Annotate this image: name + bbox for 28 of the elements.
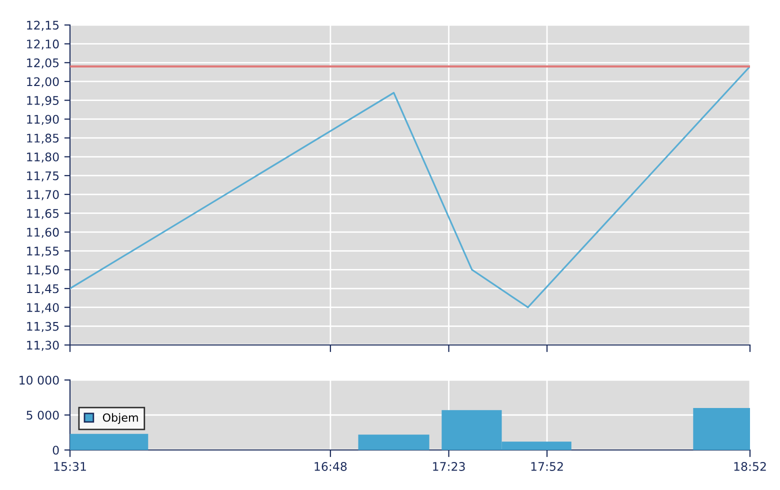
y-tick-label: 11,55 [27, 246, 59, 257]
y-tick-label: 11,65 [27, 208, 59, 220]
y-tick-label: 11,60 [27, 228, 59, 238]
y-tick-label: 12,15 [27, 20, 59, 31]
y-tick-label: 12,05 [27, 58, 59, 69]
x-tick-label: 18:52 [734, 462, 766, 471]
y-tick-label: 11,35 [27, 322, 59, 332]
y-tick-label: 12,00 [27, 77, 59, 88]
y-tick-label: 11,85 [27, 134, 59, 144]
x-tick-label: 15:31 [54, 462, 86, 471]
y-tick-label: 5 000 [26, 410, 59, 420]
line-series [70, 66, 750, 308]
y-tick-label: 11,50 [27, 265, 59, 276]
x-tick-label: 16:48 [314, 462, 347, 471]
y-tick-label: 11,90 [27, 114, 59, 125]
x-tick-label: 17:23 [433, 462, 465, 471]
y-tick-label: 0 [52, 446, 59, 455]
y-tick-label: 11,40 [27, 303, 59, 314]
y-tick-label: 11,45 [27, 284, 59, 294]
y-tick-label: 11,30 [27, 340, 59, 351]
y-tick-label: 11,80 [27, 152, 59, 163]
y-tick-label: 11,70 [27, 190, 59, 200]
y-tick-label: 10 000 [20, 376, 59, 385]
x-tick-label: 17:52 [531, 462, 563, 471]
y-tick-label: 12,10 [27, 40, 59, 50]
y-tick-label: 11,95 [27, 96, 59, 106]
y-tick-label: 11,75 [27, 171, 59, 182]
legend-label: Objem [102, 413, 138, 424]
